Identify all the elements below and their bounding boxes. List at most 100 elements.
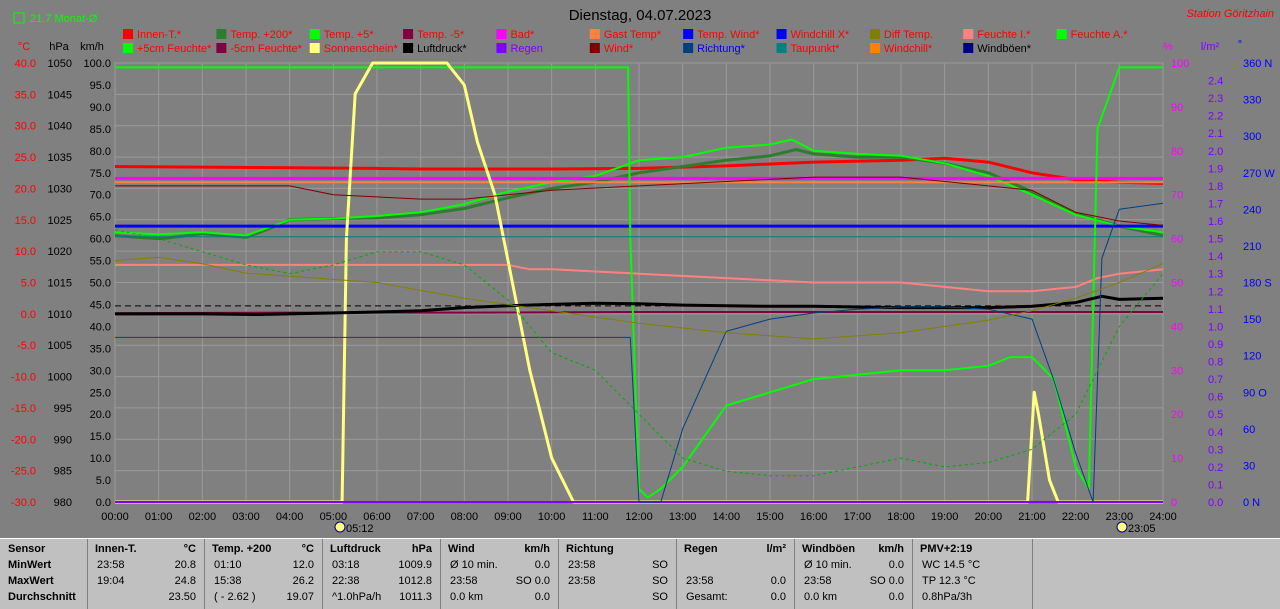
tick-direction: 210	[1243, 241, 1261, 253]
legend-label: Diff Temp.	[884, 29, 933, 41]
tick-pressure: 1050	[48, 58, 72, 70]
table-cell: 23:58	[804, 575, 832, 587]
tick-wind: 20.0	[90, 409, 111, 421]
table-cell: 12.0	[292, 559, 314, 571]
table-cell: 20.8	[174, 559, 196, 571]
table-column-header: Innen-T.	[95, 543, 137, 555]
tick-rain: 1.3	[1208, 269, 1223, 281]
series-line	[115, 294, 1164, 316]
table-cell: SO 0.0	[515, 575, 550, 587]
table-cell: 23:58	[97, 559, 125, 571]
tick-time: 08:00	[451, 511, 479, 523]
tick-pressure: 1000	[48, 372, 72, 384]
tick-direction: 120	[1243, 351, 1261, 363]
table-cell: Gesamt:	[686, 591, 728, 603]
tick-rain: 2.1	[1208, 128, 1223, 140]
legend-swatch	[683, 43, 694, 53]
tick-pressure: 1030	[48, 183, 72, 195]
tick-direction: 300	[1243, 131, 1261, 143]
tick-temp: 40.0	[15, 58, 36, 70]
tick-humidity: 20	[1171, 409, 1183, 421]
station-name: Station Göritzhain	[1187, 8, 1274, 20]
legend-swatch	[496, 43, 507, 53]
legend-label: Sonnenschein*	[324, 43, 399, 55]
unit-temp: °C	[18, 41, 30, 53]
tick-wind: 70.0	[90, 190, 111, 202]
table-column: Luftdruck hPa 03:18 1009.9 22:38 1012.8 ^1.0hP…	[322, 539, 441, 609]
tick-time: 09:00	[494, 511, 522, 523]
series-line	[115, 202, 1164, 503]
tick-rain: 2.2	[1208, 111, 1223, 123]
table-cell: 23:58	[568, 559, 596, 571]
tick-temp: 10.0	[15, 246, 36, 258]
tick-wind: 100.0	[83, 58, 111, 70]
tick-time: 21:00	[1018, 511, 1046, 523]
tick-time: 01:00	[145, 511, 173, 523]
tick-wind: 15.0	[90, 431, 111, 443]
tick-rain: 0.9	[1208, 339, 1223, 351]
tick-direction: 240	[1243, 204, 1261, 216]
table-column-unit: °C	[183, 543, 196, 555]
tick-rain: 0.4	[1208, 427, 1223, 439]
legend-label: +5cm Feuchte*	[137, 43, 212, 55]
table-cell: 01:10	[214, 559, 242, 571]
tick-rain: 1.5	[1208, 234, 1223, 246]
tick-pressure: 1035	[48, 152, 72, 164]
legend-swatch	[123, 29, 133, 39]
tick-rain: 0.1	[1208, 479, 1223, 491]
tick-wind: 75.0	[90, 168, 111, 180]
tick-pressure: 985	[54, 466, 72, 478]
unit-pressure: hPa	[49, 41, 69, 53]
tick-time: 05:00	[320, 511, 348, 523]
sunrise-icon	[334, 521, 346, 533]
tick-humidity: 10	[1171, 453, 1183, 465]
tick-humidity: 30	[1171, 365, 1183, 377]
tick-temp: -20.0	[11, 434, 36, 446]
tick-pressure: 1045	[48, 89, 72, 101]
row-label-min: MinWert	[8, 559, 52, 571]
sunset-label: 23:05	[1128, 523, 1156, 535]
tick-wind: 5.0	[96, 475, 111, 487]
table-cell: SO 0.0	[869, 575, 904, 587]
table-column-unit: km/h	[524, 543, 550, 555]
tick-rain: 1.6	[1208, 216, 1223, 228]
monthly-checkbox[interactable]	[13, 12, 25, 24]
legend-label: Taupunkt*	[791, 43, 841, 55]
table-cell: 26.2	[292, 575, 314, 587]
tick-pressure: 1015	[48, 278, 72, 290]
table-column: Richtung 23:58 SO 23:58 SO SO	[558, 539, 677, 609]
legend-label: Gast Temp*	[604, 29, 662, 41]
legend-label: Temp. +5*	[324, 29, 375, 41]
table-cell: ( - 2.62 )	[214, 591, 256, 603]
table-cell: Ø 10 min.	[450, 559, 498, 571]
table-cell: 19:04	[97, 575, 125, 587]
row-label-avg: Durchschnitt	[8, 591, 76, 603]
legend-swatch	[683, 29, 694, 39]
legend-swatch	[403, 43, 414, 53]
table-cell: ^1.0hPa/h	[332, 591, 382, 603]
tick-wind: 80.0	[90, 146, 111, 158]
monthly-average-label: 21.7 Monat-Ø	[30, 13, 98, 25]
table-cell: 15:38	[214, 575, 242, 587]
tick-direction: 90 O	[1243, 387, 1267, 399]
tick-wind: 95.0	[90, 80, 111, 92]
table-cell: 22:38	[332, 575, 360, 587]
table-cell: 23:58	[686, 575, 714, 587]
table-cell: WC 14.5 °C	[922, 559, 981, 571]
legend-swatch	[589, 29, 600, 39]
table-cell: 23:58	[450, 575, 478, 587]
tick-rain: 0.0	[1208, 497, 1223, 509]
table-cell: 1012.8	[398, 575, 432, 587]
tick-direction: 60	[1243, 424, 1255, 436]
unit-humidity: %	[1163, 41, 1173, 53]
table-column-unit: hPa	[411, 543, 432, 555]
tick-pressure: 1025	[48, 215, 72, 227]
tick-time: 24:00	[1149, 511, 1177, 523]
tick-humidity: 60	[1171, 234, 1183, 246]
table-cell: 0.0	[770, 575, 786, 587]
legend-label: Windchill*	[884, 43, 933, 55]
tick-pressure: 1005	[48, 340, 72, 352]
tick-wind: 30.0	[90, 365, 111, 377]
legend-label: Windböen*	[977, 43, 1032, 55]
tick-time: 12:00	[625, 511, 653, 523]
